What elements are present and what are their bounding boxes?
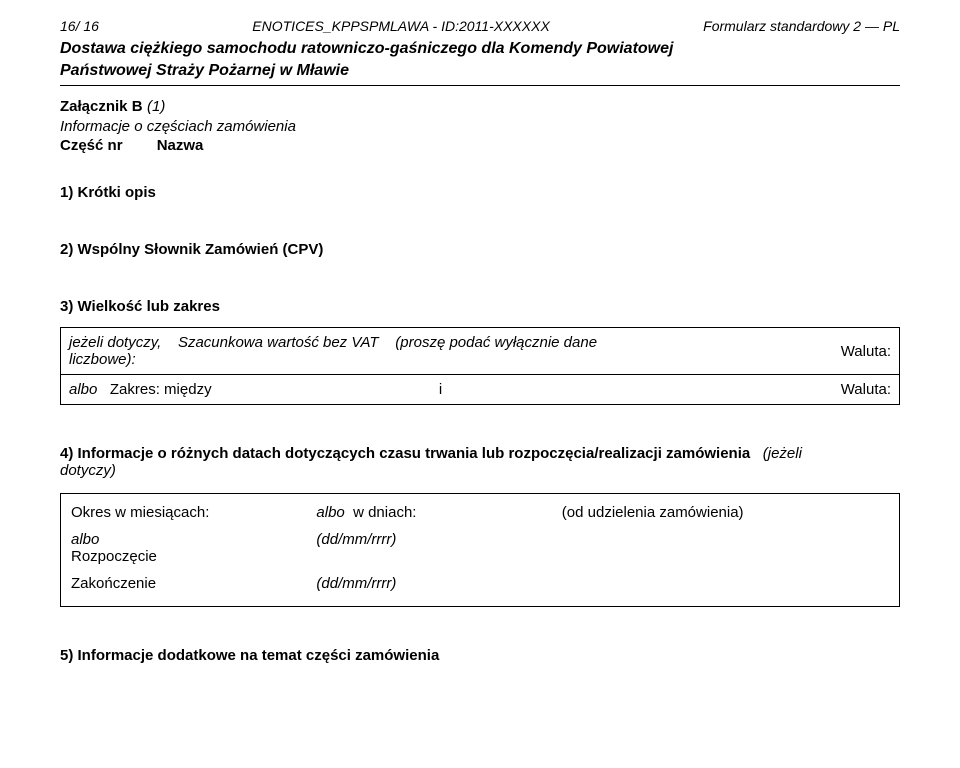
estimate-row-1: jeżeli dotyczy, Szacunkowa wartość bez V… [61,328,899,374]
spacer-2 [562,575,889,592]
page-indicator: 16/ 16 [60,18,99,34]
section-2: 2) Wspólny Słownik Zamówień (CPV) [60,241,900,258]
section-4: 4) Informacje o różnych datach dotyczący… [60,445,900,479]
duration-row-1: Okres w miesiącach: albo w dniach: (od u… [71,504,889,521]
name-label: Nazwa [157,137,204,154]
from-award: (od udzielenia zamówienia) [562,504,889,521]
annex-heading: Załącznik B [60,98,143,115]
duration-box: Okres w miesiącach: albo w dniach: (od u… [60,493,900,607]
or-days-label: w dniach: [353,504,416,521]
section-4-italic-close: dotyczy) [60,462,116,479]
range-prefix: albo [69,381,97,398]
estimate-row-2: albo Zakres: między i Waluta: [61,374,899,404]
page-root: 16/ 16 ENOTICES_KPPSPMLAWA - ID:2011-XXX… [0,0,960,684]
annex-part-row: Część nr Nazwa [60,137,900,154]
annex-block: Załącznik B (1) Informacje o częściach z… [60,98,900,154]
header-right: Formularz standardowy 2 — PL [703,18,900,34]
range-left: albo Zakres: między [69,381,439,398]
duration-row-3: Zakończenie (dd/mm/rrrr) [71,575,889,592]
title-line-2: Państwowej Straży Pożarnej w Mławie [60,62,349,79]
header-center: ENOTICES_KPPSPMLAWA - ID:2011-XXXXXX [252,18,549,34]
estimate-text: jeżeli dotyczy, Szacunkowa wartość bez V… [69,334,597,368]
title-line-1: Dostawa ciężkiego samochodu ratowniczo-g… [60,40,673,57]
header-line: 16/ 16 ENOTICES_KPPSPMLAWA - ID:2011-XXX… [60,18,900,36]
part-label: Część nr [60,137,123,154]
or-label: albo [71,531,99,548]
title-block: 16/ 16 ENOTICES_KPPSPMLAWA - ID:2011-XXX… [60,18,900,86]
section-5: 5) Informacje dodatkowe na temat części … [60,647,900,664]
start-label: Rozpoczęcie [71,548,157,565]
annex-heading-paren: (1) [147,98,165,115]
annex-subheading: Informacje o częściach zamówienia [60,118,900,135]
estimate-table: jeżeli dotyczy, Szacunkowa wartość bez V… [60,327,900,405]
or-start: albo Rozpoczęcie [71,531,316,565]
section-1: 1) Krótki opis [60,184,900,201]
est-suffix: (proszę podać wyłącznie dane [395,334,597,351]
date-fmt-2: (dd/mm/rrrr) [316,575,561,592]
est-mid: Szacunkowa wartość bez VAT [178,334,379,351]
or-days-albo: albo [316,504,344,521]
section-4-bold: 4) Informacje o różnych datach dotyczący… [60,445,750,462]
est-cont: liczbowe): [69,351,136,368]
or-days: albo w dniach: [316,504,561,521]
title-text: Dostawa ciężkiego samochodu ratowniczo-g… [60,38,900,81]
section-3: 3) Wielkość lub zakres [60,298,900,315]
date-fmt-1: (dd/mm/rrrr) [316,531,561,565]
currency-label-1: Waluta: [821,343,891,360]
est-prefix: jeżeli dotyczy, [69,334,161,351]
range-label: Zakres: między [110,381,212,398]
section-4-italic-open: (jeżeli [763,445,802,462]
duration-row-2: albo Rozpoczęcie (dd/mm/rrrr) [71,531,889,565]
range-and: i [439,381,645,398]
spacer-1 [562,531,889,565]
months-label: Okres w miesiącach: [71,504,316,521]
end-label: Zakończenie [71,575,316,592]
currency-label-2: Waluta: [841,381,891,398]
